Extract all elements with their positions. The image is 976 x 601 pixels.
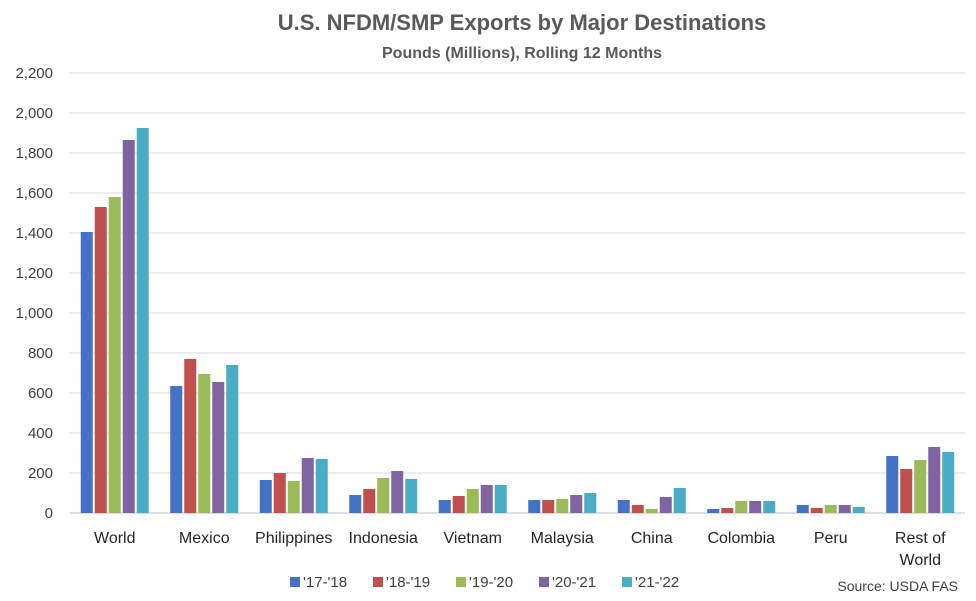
bar bbox=[735, 501, 748, 513]
legend: '17-'18 '18-'19 '19-'20 '20-'21 '21-'22 bbox=[290, 574, 679, 591]
x-tick-label: China bbox=[631, 530, 673, 547]
bar bbox=[94, 207, 107, 513]
bar bbox=[315, 459, 328, 513]
bar bbox=[796, 505, 809, 513]
chart-subtitle: Pounds (Millions), Rolling 12 Months bbox=[382, 45, 662, 62]
bar bbox=[631, 505, 644, 513]
bar bbox=[377, 478, 390, 513]
bar bbox=[707, 509, 720, 513]
bar bbox=[942, 452, 955, 513]
legend-swatch bbox=[373, 577, 383, 587]
source-note: Source: USDA FAS bbox=[837, 578, 958, 594]
bar bbox=[259, 480, 272, 513]
y-tick-label: 800 bbox=[28, 345, 53, 362]
bar bbox=[928, 447, 941, 513]
bar bbox=[645, 509, 658, 513]
bar bbox=[480, 485, 493, 513]
x-tick-label: Philippines bbox=[255, 530, 332, 547]
bar bbox=[438, 500, 451, 513]
bar bbox=[80, 232, 93, 513]
x-tick-label: Rest of bbox=[895, 530, 946, 547]
y-tick-label: 200 bbox=[28, 465, 53, 482]
y-tick-label: 400 bbox=[28, 425, 53, 442]
legend-label: '21-'22 bbox=[635, 574, 679, 591]
bar bbox=[810, 508, 823, 513]
bar bbox=[749, 501, 762, 513]
bar bbox=[287, 481, 300, 513]
legend-swatch bbox=[456, 577, 466, 587]
bar bbox=[542, 500, 555, 513]
legend-label: '17-'18 bbox=[303, 574, 347, 591]
bar bbox=[122, 140, 135, 513]
bar bbox=[852, 507, 865, 513]
bar bbox=[838, 505, 851, 513]
bar bbox=[184, 359, 197, 513]
y-tick-label: 0 bbox=[45, 505, 53, 522]
bar bbox=[136, 128, 149, 513]
bar bbox=[494, 485, 507, 513]
bar bbox=[659, 497, 672, 513]
bars bbox=[80, 128, 955, 513]
legend-label: '18-'19 bbox=[386, 574, 430, 591]
x-tick-label: Vietnam bbox=[444, 530, 502, 547]
chart-title: U.S. NFDM/SMP Exports by Major Destinati… bbox=[278, 10, 767, 35]
bar bbox=[405, 479, 418, 513]
bar bbox=[198, 374, 211, 513]
bar bbox=[528, 500, 541, 513]
bar bbox=[466, 489, 479, 513]
y-tick-label: 1,600 bbox=[15, 185, 53, 202]
legend-label: '20-'21 bbox=[552, 574, 596, 591]
y-tick-label: 600 bbox=[28, 385, 53, 402]
bar bbox=[721, 508, 734, 513]
bar bbox=[349, 495, 362, 513]
bar bbox=[570, 495, 583, 513]
y-axis: 0 200 400 600 800 1,000 1,200 1,400 1,600 1,800 2,… bbox=[15, 65, 53, 522]
x-tick-label: Malaysia bbox=[531, 530, 594, 547]
y-tick-label: 1,400 bbox=[15, 225, 53, 242]
x-tick-label: Mexico bbox=[179, 530, 230, 547]
bar bbox=[212, 382, 225, 513]
x-axis: World Mexico Philippines Indonesia Vietnam Ma… bbox=[94, 530, 946, 569]
bar bbox=[391, 471, 404, 513]
x-tick-label: World bbox=[900, 552, 942, 569]
bar bbox=[452, 496, 465, 513]
x-tick-label: Colombia bbox=[707, 530, 775, 547]
x-tick-label: World bbox=[94, 530, 136, 547]
y-tick-label: 2,200 bbox=[15, 65, 53, 82]
bar bbox=[673, 488, 686, 513]
bar bbox=[900, 469, 913, 513]
bar bbox=[556, 499, 569, 513]
bar bbox=[273, 473, 286, 513]
legend-label: '19-'20 bbox=[469, 574, 513, 591]
bar bbox=[584, 493, 597, 513]
legend-swatch bbox=[290, 577, 300, 587]
bar bbox=[226, 365, 239, 513]
bar bbox=[170, 386, 183, 513]
bar bbox=[363, 489, 376, 513]
y-tick-label: 1,000 bbox=[15, 305, 53, 322]
legend-swatch bbox=[622, 577, 632, 587]
bar bbox=[824, 505, 837, 513]
x-tick-label: Peru bbox=[814, 530, 848, 547]
y-tick-label: 1,800 bbox=[15, 145, 53, 162]
bar bbox=[886, 456, 899, 513]
x-tick-label: Indonesia bbox=[349, 530, 418, 547]
bar bbox=[617, 500, 630, 513]
bar bbox=[108, 197, 121, 513]
y-tick-label: 2,000 bbox=[15, 105, 53, 122]
legend-swatch bbox=[539, 577, 549, 587]
bar bbox=[301, 458, 314, 513]
y-tick-label: 1,200 bbox=[15, 265, 53, 282]
bar bbox=[914, 460, 927, 513]
bar bbox=[763, 501, 776, 513]
